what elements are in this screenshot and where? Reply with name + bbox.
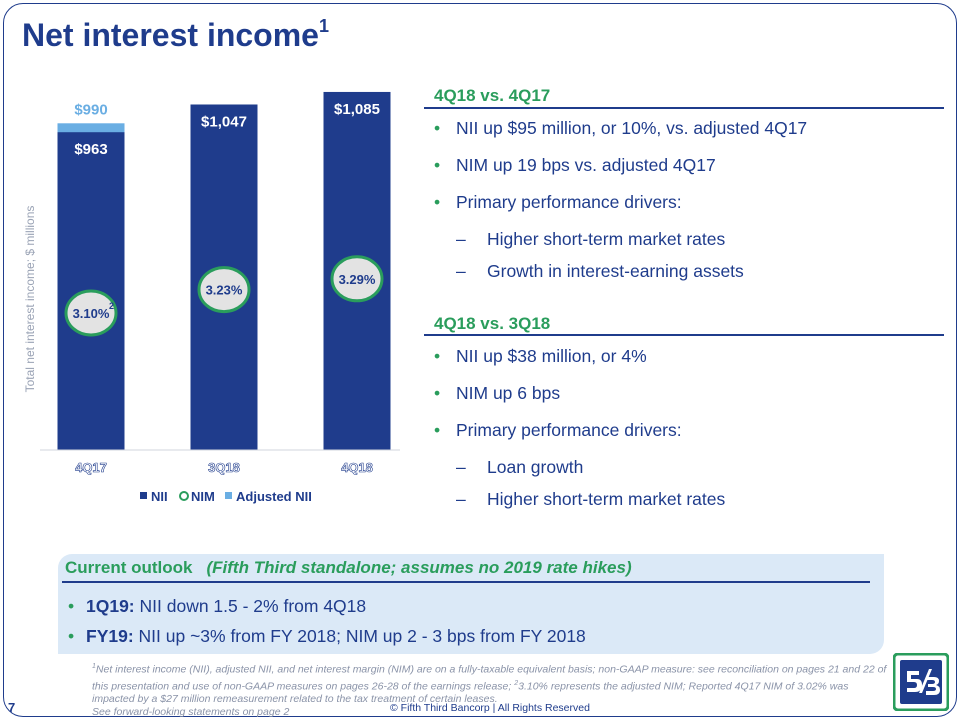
fifth-third-logo-icon	[893, 653, 949, 711]
outlook-item: 1Q19: NII down 1.5 - 2% from 4Q18	[68, 594, 586, 624]
list-item: Growth in interest-earning assets	[434, 259, 807, 291]
section-rule	[424, 334, 944, 336]
list-item: Higher short-term market rates	[434, 227, 807, 259]
section-rule	[424, 107, 944, 109]
legend-label-adjusted: Adjusted NII	[236, 489, 312, 504]
outlook-item: FY19: NII up ~3% from FY 2018; NIM up 2 …	[68, 624, 586, 654]
section1-list: NII up $95 million, or 10%, vs. adjusted…	[434, 116, 807, 291]
page-number: 7	[8, 700, 16, 715]
nim-marker	[197, 266, 251, 314]
slide-frame	[3, 3, 957, 717]
bar-label-adjusted: $990	[74, 101, 107, 118]
bar-label-nii: $1,047	[201, 113, 247, 130]
outlook-title: Current outlook (Fifth Third standalone; …	[65, 558, 632, 577]
nim-footnote-sup: 2	[109, 301, 114, 311]
x-tick-label: 4Q17	[75, 460, 107, 475]
nim-label: 3.29%	[339, 272, 376, 287]
list-item: NII up $38 million, or 4%	[434, 344, 725, 381]
list-item: NII up $95 million, or 10%, vs. adjusted…	[434, 116, 807, 153]
copyright: © Fifth Third Bancorp | All Rights Reser…	[390, 702, 590, 714]
bar-label-nii: $1,085	[334, 101, 380, 118]
bar-label-nii: $963	[74, 141, 107, 158]
list-item: NIM up 19 bps vs. adjusted 4Q17	[434, 153, 807, 190]
list-item: Loan growth	[434, 455, 725, 487]
outlook-rule	[62, 581, 870, 583]
outlook-list: 1Q19: NII down 1.5 - 2% from 4Q18 FY19: …	[68, 594, 586, 654]
nim-marker	[330, 255, 384, 303]
nim-label: 3.23%	[206, 283, 243, 298]
section-heading-3q18: 4Q18 vs. 3Q18	[434, 314, 551, 333]
legend-label-nii: NII	[151, 489, 168, 504]
outlook-box: Current outlook (Fifth Third standalone; …	[58, 554, 884, 654]
page-title: Net interest income1	[22, 16, 329, 53]
nim-label: 3.10%	[73, 306, 110, 321]
nim-marker	[64, 289, 118, 337]
section-heading-4q17: 4Q18 vs. 4Q17	[434, 86, 551, 105]
x-tick-label: 4Q18	[341, 460, 373, 475]
footnote: 1Net interest income (NII), adjusted NII…	[92, 663, 887, 718]
legend-label-nim: NIM	[191, 489, 215, 504]
section2-list: NII up $38 million, or 4% NIM up 6 bps P…	[434, 344, 725, 519]
legend-swatch-nii	[140, 492, 147, 499]
list-item: NIM up 6 bps	[434, 381, 725, 418]
list-item: Primary performance drivers:	[434, 190, 807, 227]
legend-swatch-nim	[179, 491, 189, 501]
outlook-subtitle: (Fifth Third standalone; assumes no 2019…	[206, 558, 632, 577]
x-tick-label: 3Q18	[208, 460, 240, 475]
list-item: Primary performance drivers:	[434, 418, 725, 455]
list-item: Higher short-term market rates	[434, 487, 725, 519]
legend-swatch-adjusted	[225, 492, 232, 499]
nii-bar-chart: $990 $963 4Q17 3.10% 2 $1,047 3Q18 3.23% $1,085 4…	[40, 91, 400, 504]
